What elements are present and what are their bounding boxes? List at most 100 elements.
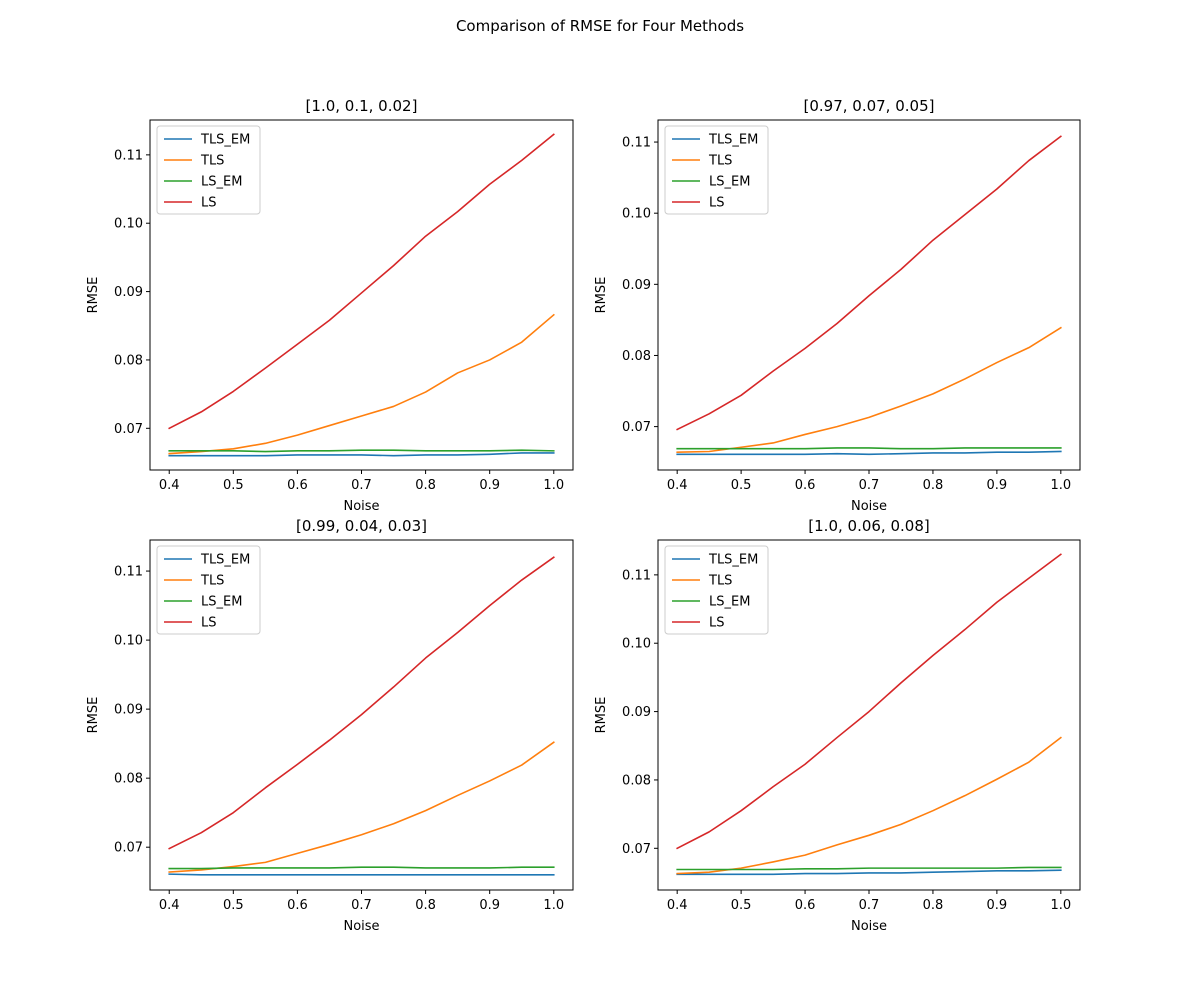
series-line-tls (676, 736, 1062, 875)
legend-label: TLS_EM (708, 553, 758, 568)
series-line-ls (676, 135, 1062, 431)
x-tick-label: 0.6 (795, 478, 816, 493)
legend-box (664, 545, 769, 635)
y-axis-label: RMSE (594, 277, 609, 314)
y-tick-label: 0.09 (622, 705, 651, 720)
figure-suptitle: Comparison of RMSE for Four Methods (456, 17, 744, 35)
x-tick-label: 1.0 (1050, 478, 1071, 493)
x-tick-label: 0.5 (223, 898, 244, 913)
subplot-title: [0.99, 0.04, 0.03] (296, 517, 427, 535)
legend-label: TLS_EM (200, 133, 250, 148)
legend-label: LS (201, 616, 217, 631)
y-tick-label: 0.07 (622, 420, 651, 435)
series-lines (168, 556, 555, 876)
series-lines (676, 135, 1062, 456)
legend-label: LS (201, 196, 217, 211)
legend-label: TLS (200, 574, 224, 589)
y-tick-label: 0.11 (622, 136, 651, 151)
x-tick-label: 0.4 (159, 898, 180, 913)
x-axis-label: Noise (851, 919, 887, 934)
subplot-title: [1.0, 0.06, 0.08] (808, 517, 929, 535)
x-tick-label: 0.8 (923, 898, 944, 913)
legend: TLS_EM TLS LS_EM LS (664, 545, 769, 635)
subplot-4: 0.4 0.5 0.6 0.7 0.8 0.9 1.0 0.07 0.08 0.09 0.10 0.1… (594, 517, 1081, 934)
x-tick-label: 0.4 (667, 478, 688, 493)
series-line-ls (676, 553, 1062, 850)
series-line-ls (168, 556, 555, 850)
x-tick-label: 0.6 (795, 898, 816, 913)
series-line-ls-em (676, 447, 1062, 450)
x-tick-label: 0.9 (479, 898, 500, 913)
subplot-2: 0.4 0.5 0.6 0.7 0.8 0.9 1.0 0.07 0.08 0.09 0.10 0.1… (594, 97, 1081, 514)
y-tick-label: 0.11 (114, 565, 143, 580)
x-tick-label: 0.5 (223, 478, 244, 493)
series-lines (168, 133, 555, 457)
legend-box (156, 125, 261, 215)
series-line-tls-em (676, 450, 1062, 456)
x-tick-label: 0.8 (415, 478, 436, 493)
x-tick-label: 0.7 (351, 478, 372, 493)
legend: TLS_EM TLS LS_EM LS (664, 125, 769, 215)
x-tick-label: 0.9 (987, 898, 1008, 913)
legend-label: TLS_EM (200, 553, 250, 568)
x-tick-label: 0.6 (287, 898, 308, 913)
subplot-title: [1.0, 0.1, 0.02] (306, 97, 418, 115)
y-tick-label: 0.08 (622, 349, 651, 364)
y-tick-label: 0.09 (114, 285, 143, 300)
x-tick-label: 0.4 (159, 478, 180, 493)
legend-label: LS_EM (709, 175, 750, 190)
y-tick-label: 0.10 (114, 217, 143, 232)
legend-box (156, 545, 261, 635)
x-axis-label: Noise (343, 919, 379, 934)
x-tick-label: 1.0 (1050, 898, 1071, 913)
y-axis-label: RMSE (86, 697, 101, 734)
legend-label: TLS_EM (708, 133, 758, 148)
x-tick-label: 1.0 (543, 898, 564, 913)
legend-label: LS (709, 616, 725, 631)
y-tick-label: 0.07 (114, 422, 143, 437)
series-line-ls (168, 133, 555, 430)
y-tick-label: 0.09 (114, 703, 143, 718)
y-axis-label: RMSE (86, 277, 101, 314)
x-tick-label: 0.9 (479, 478, 500, 493)
y-tick-label: 0.10 (622, 637, 651, 652)
series-line-tls (168, 741, 555, 873)
x-tick-label: 0.5 (731, 478, 752, 493)
legend-box (664, 125, 769, 215)
legend-label: LS_EM (201, 175, 242, 190)
legend-label: LS (709, 196, 725, 211)
series-line-ls-em (168, 449, 555, 453)
y-axis-label: RMSE (594, 697, 609, 734)
subplot-title: [0.97, 0.07, 0.05] (804, 97, 935, 115)
y-tick-label: 0.07 (622, 842, 651, 857)
x-tick-label: 0.7 (351, 898, 372, 913)
series-line-ls-em (676, 866, 1062, 871)
series-line-tls-em (168, 873, 555, 876)
subplot-grid: 0.4 0.5 0.6 0.7 0.8 0.9 1.0 0.07 0.08 0.09 0.10 0.1… (86, 97, 1081, 934)
x-axis-label: Noise (343, 499, 379, 514)
series-line-tls (168, 313, 555, 455)
y-tick-label: 0.08 (114, 353, 143, 368)
x-tick-label: 0.7 (859, 898, 880, 913)
x-tick-label: 0.8 (415, 898, 436, 913)
y-tick-label: 0.10 (114, 634, 143, 649)
y-tick-label: 0.08 (114, 772, 143, 787)
legend: TLS_EM TLS LS_EM LS (156, 125, 261, 215)
y-tick-label: 0.09 (622, 278, 651, 293)
subplot-1: 0.4 0.5 0.6 0.7 0.8 0.9 1.0 0.07 0.08 0.09 0.10 0.1… (86, 97, 574, 514)
x-tick-label: 0.6 (287, 478, 308, 493)
legend-label: LS_EM (709, 595, 750, 610)
series-line-tls-em (168, 452, 555, 457)
y-tick-label: 0.10 (622, 207, 651, 222)
x-tick-label: 0.5 (731, 898, 752, 913)
y-tick-label: 0.08 (622, 773, 651, 788)
subplot-3: 0.4 0.5 0.6 0.7 0.8 0.9 1.0 0.07 0.08 0.09 0.10 0.1… (86, 517, 574, 934)
y-tick-label: 0.11 (114, 148, 143, 163)
legend: TLS_EM TLS LS_EM LS (156, 545, 261, 635)
x-tick-label: 0.8 (923, 478, 944, 493)
legend-label: LS_EM (201, 595, 242, 610)
x-axis-label: Noise (851, 499, 887, 514)
series-line-tls-em (676, 869, 1062, 876)
legend-label: TLS (708, 574, 732, 589)
